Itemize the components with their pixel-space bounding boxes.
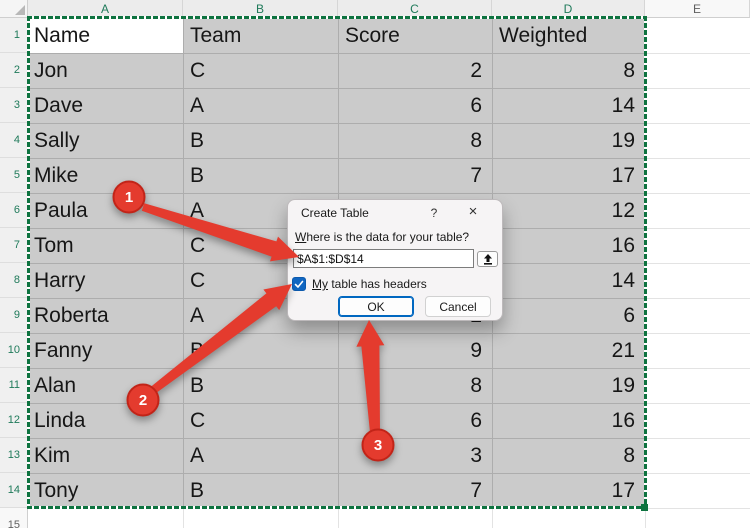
table-row[interactable]: Alan B 8 19	[28, 368, 645, 403]
table-row[interactable]: Fanny B 9 21	[28, 333, 645, 368]
table-row[interactable]: Mike B 7 17	[28, 158, 645, 193]
checkmark-icon	[294, 280, 304, 288]
create-table-dialog: Create Table ? × Where is the data for y…	[287, 199, 503, 321]
row-header-2[interactable]: 2	[0, 53, 28, 88]
select-all-button[interactable]	[0, 0, 28, 18]
cell-b1[interactable]: Team	[190, 24, 242, 47]
cell-d1[interactable]: Weighted	[499, 24, 588, 47]
cell-c11[interactable]: 8	[470, 374, 482, 397]
cell-b2[interactable]: C	[190, 59, 206, 82]
selection-border-left	[27, 16, 30, 509]
row-header-10[interactable]: 10	[0, 333, 28, 368]
cell-d12[interactable]: 16	[611, 409, 635, 432]
row-header-8[interactable]: 8	[0, 263, 28, 298]
cell-d13[interactable]: 8	[623, 444, 635, 467]
cell-d10[interactable]: 21	[611, 339, 635, 362]
row-header-9[interactable]: 9	[0, 298, 28, 333]
cell-a8[interactable]: Harry	[34, 269, 86, 292]
row-header-5[interactable]: 5	[0, 158, 28, 193]
cell-b5[interactable]: B	[190, 164, 205, 187]
row-header-1[interactable]: 1	[0, 18, 28, 53]
select-all-triangle-icon	[15, 5, 25, 15]
row-header-15[interactable]: 15	[0, 508, 28, 528]
table-row[interactable]: Dave A 6 14	[28, 88, 645, 123]
active-cell-a1[interactable]	[28, 18, 183, 53]
cell-a11[interactable]: Alan	[34, 374, 77, 397]
cell-d11[interactable]: 19	[611, 374, 635, 397]
cell-a3[interactable]: Dave	[34, 94, 84, 117]
headers-checkbox[interactable]	[292, 277, 306, 291]
cell-a2[interactable]: Jon	[34, 59, 68, 82]
cell-a5[interactable]: Mike	[34, 164, 79, 187]
row-header-11[interactable]: 11	[0, 368, 28, 403]
row-header-7[interactable]: 7	[0, 228, 28, 263]
range-input[interactable]	[293, 249, 474, 268]
cell-a9[interactable]: Roberta	[34, 304, 109, 327]
dialog-title: Create Table	[301, 206, 369, 220]
row-header-6[interactable]: 6	[0, 193, 28, 228]
cell-d4[interactable]: 19	[611, 129, 635, 152]
range-prompt-label: Where is the data for your table?	[295, 230, 470, 244]
cell-d14[interactable]: 17	[611, 479, 635, 502]
cell-a1[interactable]: Name	[34, 24, 91, 47]
cell-b11[interactable]: B	[190, 374, 205, 397]
table-row[interactable]: Tony B 7 17	[28, 473, 645, 508]
table-row[interactable]: Linda C 6 16	[28, 403, 645, 438]
cell-d7[interactable]: 16	[611, 234, 635, 257]
cell-a4[interactable]: Sally	[34, 129, 80, 152]
cell-c5[interactable]: 7	[470, 164, 482, 187]
headers-checkbox-label[interactable]: My table has headers	[312, 277, 427, 291]
selection-border-top	[27, 16, 647, 19]
cell-c13[interactable]: 3	[470, 444, 482, 467]
cell-c3[interactable]: 6	[470, 94, 482, 117]
cell-a14[interactable]: Tony	[34, 479, 79, 502]
cell-c12[interactable]: 6	[470, 409, 482, 432]
selection-border-right	[644, 16, 647, 509]
cell-d2[interactable]: 8	[623, 59, 635, 82]
cell-a6[interactable]: Paula	[34, 199, 88, 222]
cell-b14[interactable]: B	[190, 479, 205, 502]
cell-a12[interactable]: Linda	[34, 409, 86, 432]
table-row[interactable]: Jon C 2 8	[28, 53, 645, 88]
cell-b3[interactable]: A	[190, 94, 205, 117]
cell-b13[interactable]: A	[190, 444, 205, 467]
cell-b12[interactable]: C	[190, 409, 206, 432]
cell-d3[interactable]: 14	[611, 94, 635, 117]
cell-c2[interactable]: 2	[470, 59, 482, 82]
ok-button[interactable]: OK	[338, 296, 414, 317]
close-icon[interactable]: ×	[468, 203, 478, 220]
column-header-e[interactable]: E	[645, 0, 750, 18]
collapse-dialog-button[interactable]	[477, 251, 498, 267]
help-icon[interactable]: ?	[430, 206, 438, 220]
cell-d5[interactable]: 17	[611, 164, 635, 187]
row-header-12[interactable]: 12	[0, 403, 28, 438]
cell-a10[interactable]: Fanny	[34, 339, 93, 362]
cell-b4[interactable]: B	[190, 129, 205, 152]
cell-d8[interactable]: 14	[611, 269, 635, 292]
selection-corner-handle[interactable]	[641, 504, 648, 511]
cell-d6[interactable]: 12	[611, 199, 635, 222]
cell-c14[interactable]: 7	[470, 479, 482, 502]
range-selector-icon	[483, 254, 492, 265]
cell-a13[interactable]: Kim	[34, 444, 71, 467]
row-header-14[interactable]: 14	[0, 473, 28, 508]
table-row[interactable]: Kim A 3 8	[28, 438, 645, 473]
cell-c4[interactable]: 8	[470, 129, 482, 152]
selection-border-bottom	[27, 506, 647, 509]
table-row[interactable]: Name Team Score Weighted	[28, 18, 645, 53]
cell-c1[interactable]: Score	[345, 24, 400, 47]
row-header-4[interactable]: 4	[0, 123, 28, 158]
table-row[interactable]: Sally B 8 19	[28, 123, 645, 158]
cancel-button[interactable]: Cancel	[425, 296, 491, 317]
row-header-13[interactable]: 13	[0, 438, 28, 473]
cell-d9[interactable]: 6	[623, 304, 635, 327]
selected-range-a1-d14[interactable]	[28, 18, 645, 508]
cell-b10[interactable]: B	[190, 339, 205, 362]
row-header-3[interactable]: 3	[0, 88, 28, 123]
cell-c10[interactable]: 9	[470, 339, 482, 362]
cell-a7[interactable]: Tom	[34, 234, 74, 257]
